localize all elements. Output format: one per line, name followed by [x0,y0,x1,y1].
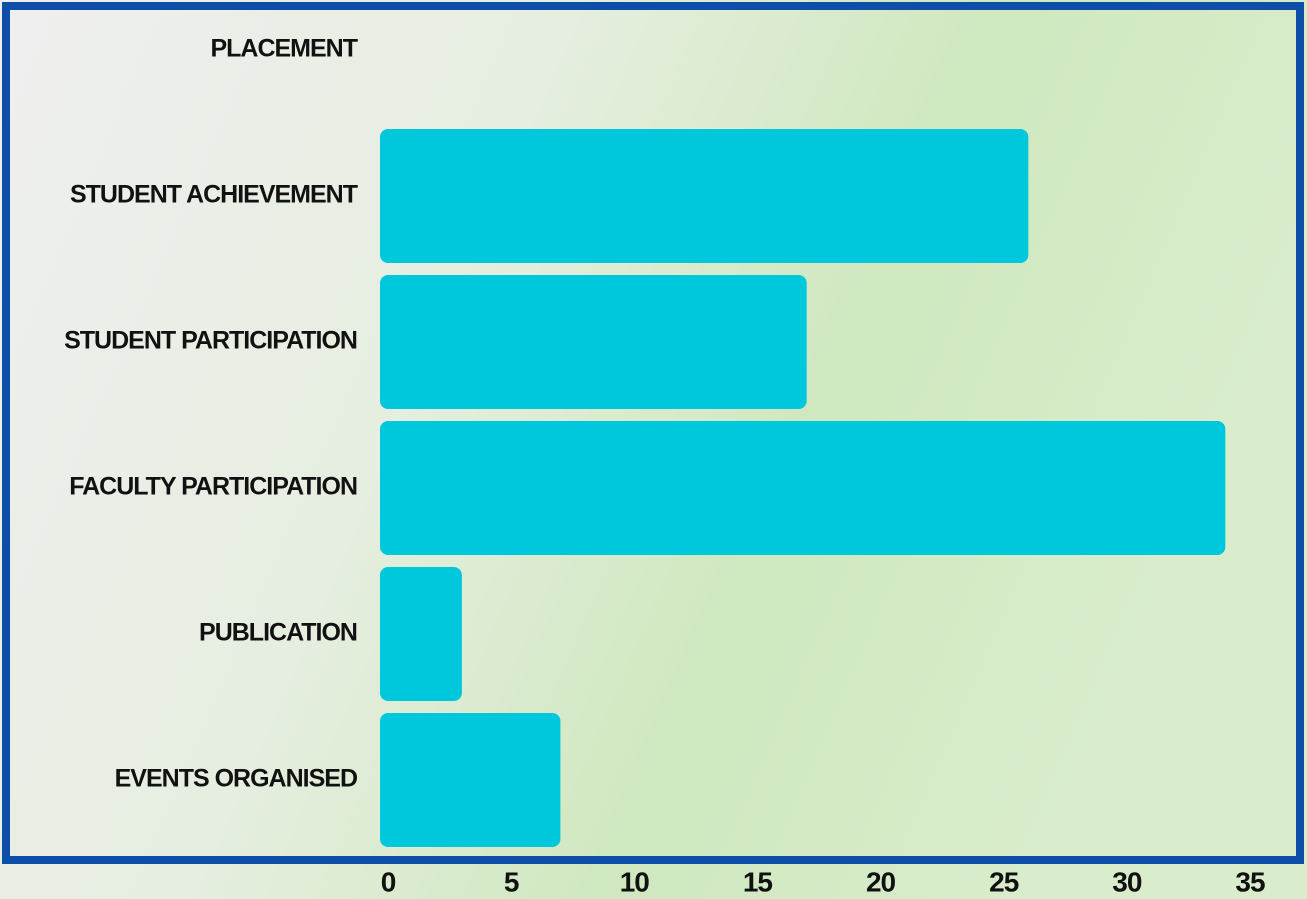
y-tick-label: STUDENT PARTICIPATION [64,327,357,355]
bar [380,713,561,847]
x-tick-label: 30 [1112,866,1142,897]
x-tick-label: 15 [743,866,773,897]
x-tick-label: 20 [866,866,896,897]
y-tick-label: STUDENT ACHIEVEMENT [70,181,358,209]
y-tick-label: FACULTY PARTICIPATION [69,473,357,501]
x-tick-label: 35 [1235,866,1265,897]
x-tick-label: 25 [989,866,1019,897]
y-tick-label: PUBLICATION [199,619,357,647]
bar [380,275,807,409]
x-tick-label: 10 [620,866,650,897]
frame [2,2,1304,864]
y-tick-label: PLACEMENT [210,35,357,63]
x-tick-label: 5 [504,866,519,897]
bar [380,421,1226,555]
x-tick-label: 0 [381,866,396,897]
bar [380,567,462,701]
bar [380,129,1029,263]
y-tick-label: EVENTS ORGANISED [115,765,357,793]
